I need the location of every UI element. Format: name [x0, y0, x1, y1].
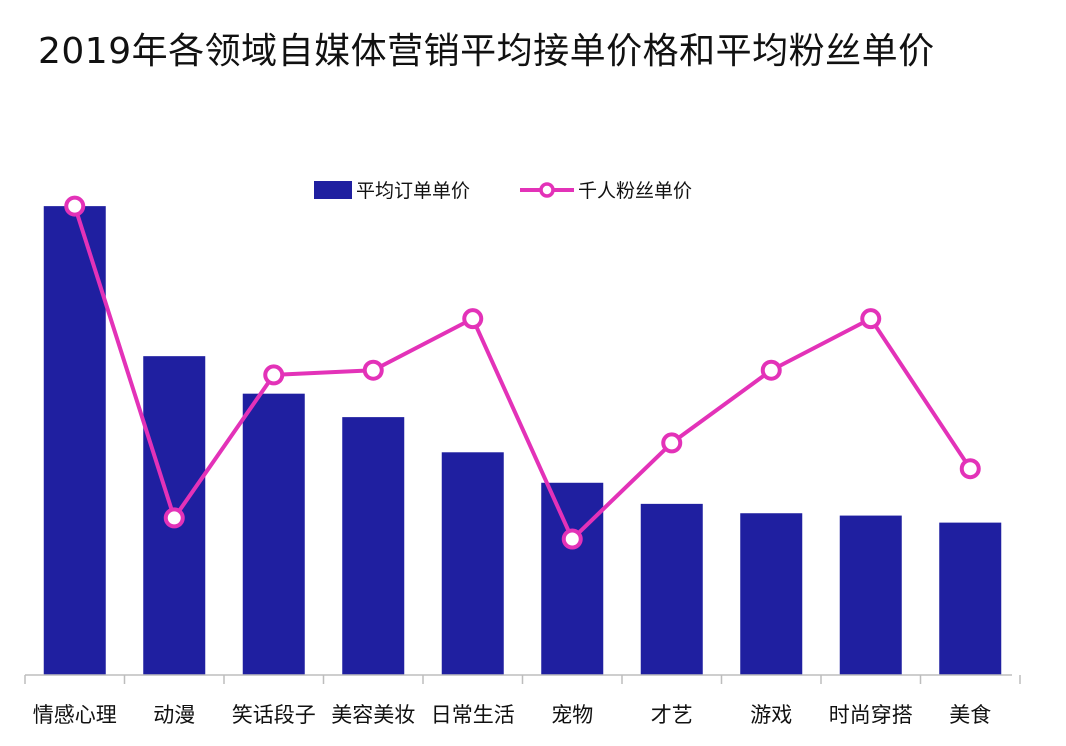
line-point-10 [959, 458, 981, 480]
bar-5 [441, 452, 504, 675]
x-label: 笑话段子 [232, 703, 316, 727]
x-label: 才艺 [651, 703, 693, 727]
x-label: 宠物 [551, 703, 593, 727]
x-axis-ticks [24, 675, 1021, 684]
legend: 平均订单单价 千人粉丝单价 [314, 180, 692, 202]
line-point-1 [64, 195, 86, 217]
line-point-4 [362, 359, 384, 381]
chart-title: 2019年各领域自媒体营销平均接单价格和平均粉丝单价 [38, 31, 935, 72]
x-label: 日常生活 [431, 703, 515, 727]
line-point-3 [263, 364, 285, 386]
legend-swatch-marker [539, 182, 555, 198]
legend-label-bar: 平均订单单价 [356, 180, 470, 202]
bar-series [43, 206, 1002, 675]
x-label: 时尚穿搭 [829, 703, 913, 727]
legend-label-line: 千人粉丝单价 [578, 180, 692, 202]
line-path [72, 205, 972, 542]
bar-1 [43, 206, 106, 675]
bar-4 [342, 417, 405, 675]
x-label: 游戏 [750, 703, 792, 727]
bar-10 [939, 522, 1002, 675]
x-label: 动漫 [153, 703, 195, 727]
x-label: 美容美妆 [331, 703, 415, 727]
line-point-7 [661, 432, 683, 454]
bar-6 [541, 482, 604, 675]
x-label: 情感心理 [33, 703, 117, 727]
bar-7 [640, 503, 703, 675]
legend-swatch-bar [314, 181, 352, 199]
x-axis-labels: 情感心理 动漫 笑话段子 美容美妆 日常生活 宠物 才艺 游戏 时尚穿搭 美食 [33, 703, 992, 727]
line-series [64, 195, 981, 550]
bar-8 [740, 513, 803, 675]
bar-3 [242, 393, 305, 675]
line-point-8 [760, 359, 782, 381]
line-point-5 [462, 308, 484, 330]
line-point-9 [860, 308, 882, 330]
x-label: 美食 [949, 703, 991, 727]
line-point-2 [163, 507, 185, 529]
bar-9 [839, 515, 902, 675]
line-point-6 [561, 528, 583, 550]
